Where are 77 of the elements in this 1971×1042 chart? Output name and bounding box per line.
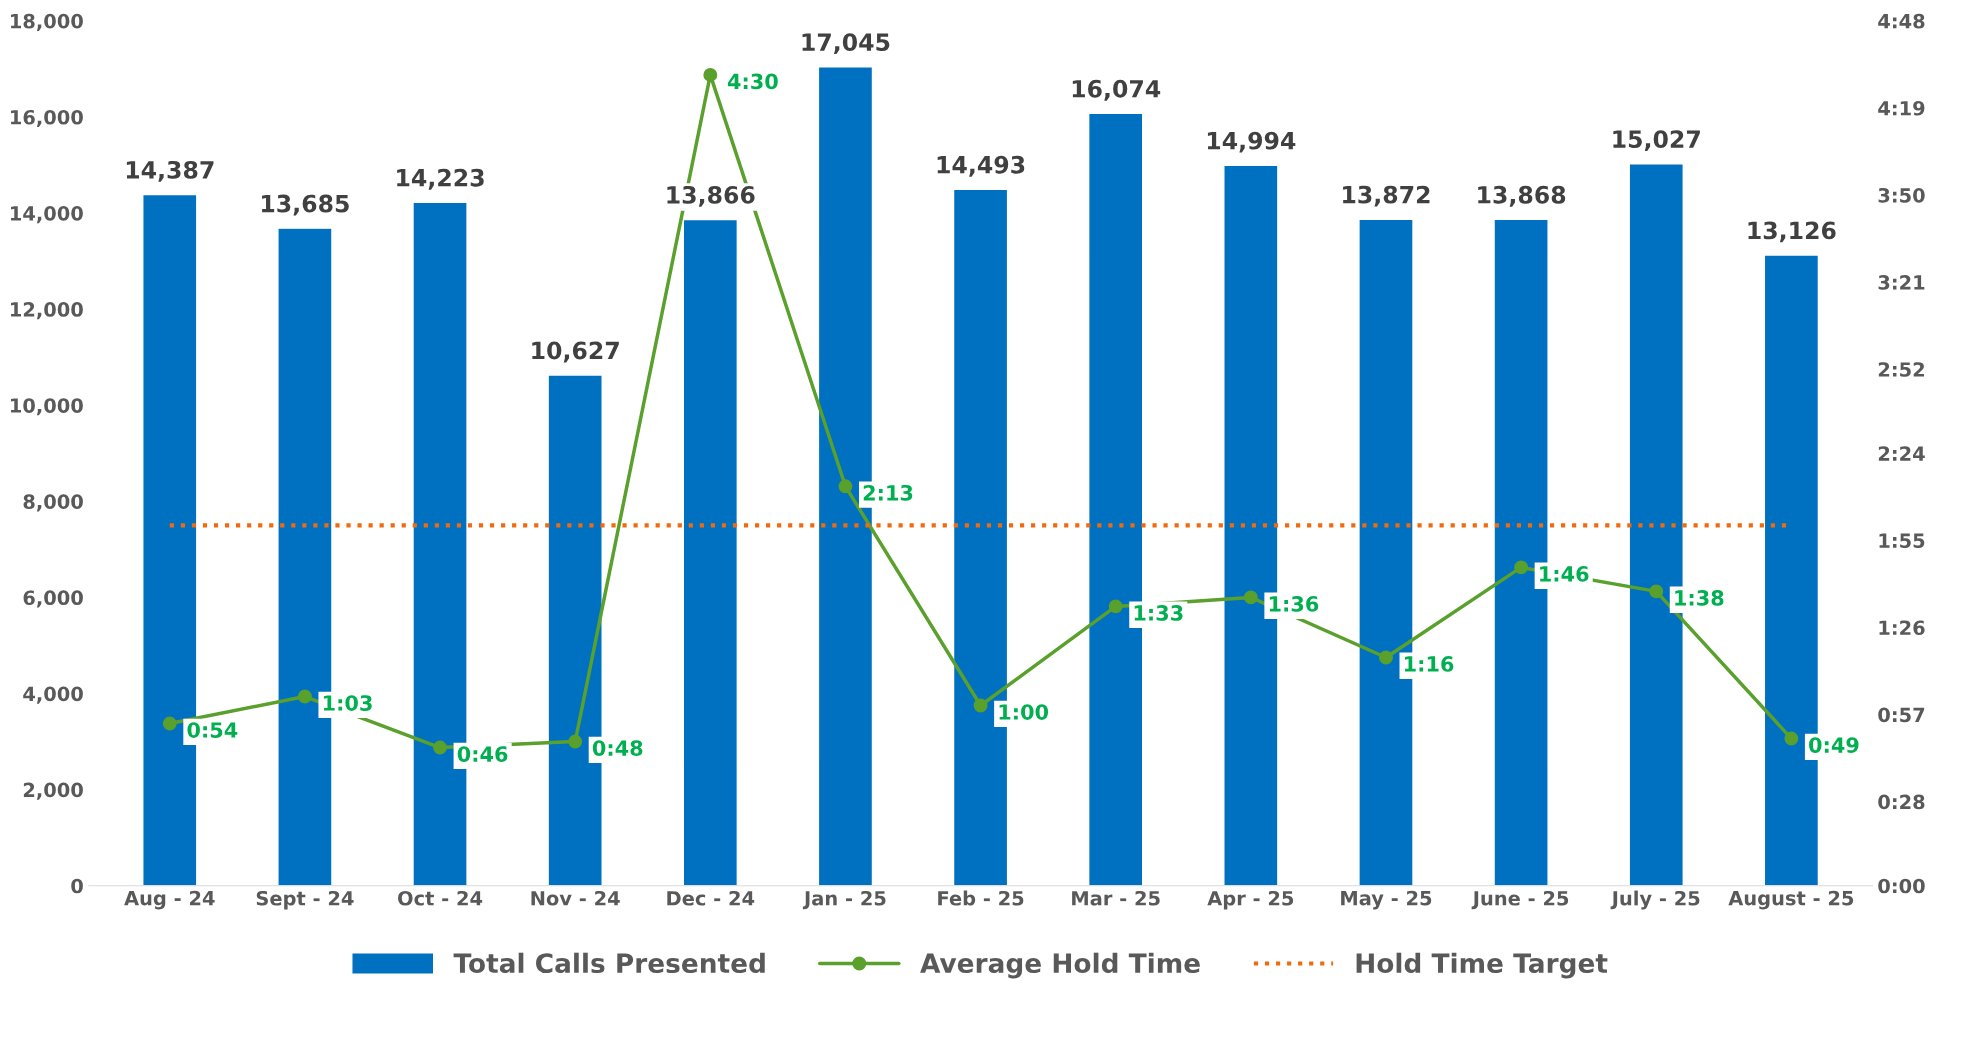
- data-label: 1:00: [999, 704, 1049, 720]
- y-tick-label: 6,000: [23, 590, 83, 608]
- point: [1108, 599, 1123, 614]
- y2-tick-label: 1:55: [1879, 533, 1925, 549]
- data-label: 13,866: [667, 185, 755, 207]
- data-label: 0:49: [1809, 737, 1859, 753]
- data-label: 13,126: [1748, 221, 1836, 243]
- data-label: 2:13: [863, 484, 913, 501]
- y-tick-label: 0: [71, 878, 83, 894]
- point: [1649, 584, 1664, 599]
- point: [568, 734, 583, 749]
- data-label: 14,223: [397, 168, 484, 190]
- y2-tick-label: 2:52: [1878, 362, 1924, 377]
- data-label: 17,045: [802, 33, 890, 55]
- data-label: 13,872: [1343, 185, 1430, 207]
- x-tick-label: Nov - 24: [531, 890, 620, 906]
- data-label: 13,868: [1478, 185, 1566, 207]
- data-label: 1:03: [323, 695, 372, 711]
- x-tick-label: August - 25: [1728, 890, 1854, 910]
- y-tick-label: 10,000: [11, 398, 83, 416]
- legend-label: Average Hold Time: [920, 952, 1200, 979]
- y-tick-label: 2,000: [23, 782, 83, 800]
- legend-label: Total Calls Presented: [453, 952, 765, 974]
- data-label: 1:38: [1675, 590, 1724, 606]
- point: [433, 740, 447, 755]
- y-tick-label: 18,000: [11, 13, 83, 31]
- data-label: 4:30: [727, 73, 778, 90]
- data-label: 15,027: [1613, 130, 1700, 152]
- y2-tick-label: 0:28: [1878, 794, 1925, 810]
- point: [703, 67, 718, 82]
- data-label: 14,493: [937, 155, 1025, 177]
- y-tick-label: 8,000: [23, 494, 83, 512]
- point: [1514, 560, 1529, 575]
- x-tick-label: Jan - 25: [802, 890, 886, 910]
- data-label: 14,387: [126, 160, 214, 182]
- point: [162, 716, 177, 731]
- y-tick-label: 12,000: [11, 302, 83, 320]
- data-label: 1:46: [1540, 566, 1589, 582]
- x-tick-label: June - 25: [1471, 890, 1569, 910]
- x-tick-label: Feb - 25: [938, 890, 1024, 906]
- y2-tick-label: 0:57: [1878, 707, 1925, 723]
- y2-tick-label: 3:50: [1878, 187, 1925, 203]
- y2-tick-label: 3:21: [1878, 275, 1925, 290]
- point: [973, 698, 988, 713]
- y2-tick-label: 2:24: [1878, 446, 1925, 461]
- y2-tick-label: 4:19: [1878, 100, 1925, 116]
- point: [838, 479, 853, 494]
- point: [1243, 590, 1258, 605]
- data-label: 13,685: [262, 194, 349, 216]
- x-tick-label: Dec - 24: [667, 890, 755, 906]
- x-tick-label: May - 25: [1341, 890, 1432, 910]
- data-label: 16,074: [1072, 79, 1161, 101]
- point: [1784, 731, 1799, 746]
- bar: [682, 218, 739, 886]
- data-label: 0:48: [592, 740, 643, 756]
- legend-label: Hold Time Target: [1356, 952, 1608, 979]
- y-tick-label: 14,000: [11, 205, 83, 224]
- data-label: 1:36: [1269, 596, 1319, 612]
- data-label: 1:33: [1134, 605, 1183, 621]
- y-tick-label: 4,000: [23, 686, 83, 704]
- y2-tick-label: 4:48: [1878, 13, 1925, 29]
- x-tick-label: Oct - 24: [398, 890, 483, 906]
- data-label: 10,627: [532, 341, 619, 363]
- point: [297, 689, 312, 704]
- data-label: 14,994: [1207, 131, 1296, 153]
- data-label: 0:46: [457, 746, 508, 762]
- x-tick-label: Sept - 24: [256, 890, 354, 910]
- x-tick-label: July - 25: [1610, 890, 1700, 910]
- y2-tick-label: 1:26: [1879, 620, 1925, 636]
- data-label: 1:16: [1404, 656, 1454, 672]
- data-label: 0:54: [187, 722, 238, 738]
- y2-tick-label: 0:00: [1878, 878, 1925, 894]
- x-tick-label: Aug - 24: [124, 890, 215, 910]
- y-tick-label: 16,000: [11, 109, 83, 128]
- x-tick-label: Mar - 25: [1072, 890, 1160, 906]
- x-tick-label: Apr - 25: [1207, 890, 1294, 910]
- point: [1379, 650, 1393, 665]
